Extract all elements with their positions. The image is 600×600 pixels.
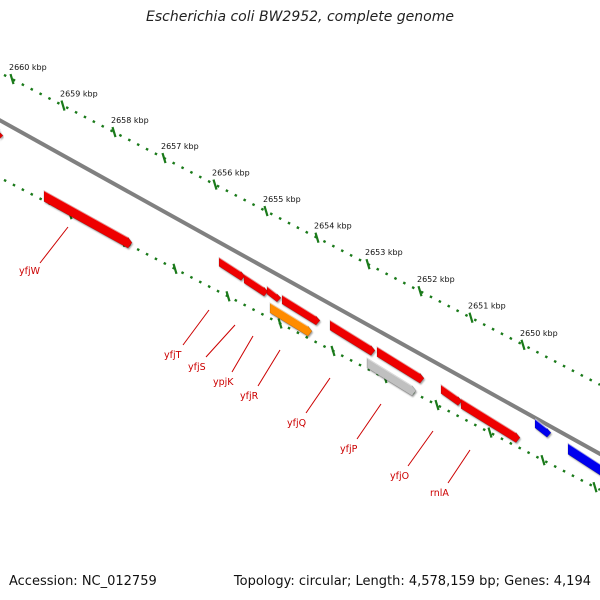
tick-label: 2660 kbp <box>9 63 47 72</box>
gene-label-ypjK: ypjK <box>213 377 234 388</box>
gene-yfjP-feature-highlight <box>366 357 413 387</box>
major-tick <box>314 232 320 243</box>
gene-yfjS-feature-highlight <box>243 273 265 288</box>
major-tick <box>520 339 526 351</box>
gene-edge-feature <box>0 128 4 139</box>
gene-label-yfjT: yfjT <box>164 350 182 361</box>
gene-blue-large-feature-highlight <box>567 442 600 465</box>
major-tick <box>468 312 474 324</box>
gene-label-rnlA: rnlA <box>430 488 449 499</box>
gene-blue-large-feature <box>567 442 600 476</box>
gene-label-yfjO: yfjO <box>390 471 409 482</box>
gene-labels: yfjW yfjT yfjS ypjK yfjR yfjQ yfjP yfjO rnlA <box>19 226 471 499</box>
gene-label-yfjR: yfjR <box>240 391 259 402</box>
tick-label: 2653 kbp <box>365 248 403 257</box>
major-tick <box>9 73 15 85</box>
inner-major-tick <box>330 345 336 357</box>
gene-label-yfjS: yfjS <box>188 362 206 373</box>
label-connector-yfjR <box>257 349 281 387</box>
map-title: Escherichia coli BW2952, complete genome <box>146 9 454 25</box>
major-tick <box>263 205 269 217</box>
gene-yfjO-feature-highlight <box>440 383 459 398</box>
major-tick <box>365 258 371 270</box>
gene-blue-small-feature-highlight <box>534 418 548 429</box>
gene-yfjR-feature-highlight <box>269 302 309 327</box>
gene-rnlA-feature-highlight <box>460 397 517 434</box>
gene-label-yfjQ: yfjQ <box>287 418 306 429</box>
major-tick <box>212 179 218 190</box>
major-tick <box>111 126 117 138</box>
major-tick <box>417 285 423 297</box>
inner-major-tick <box>487 427 493 438</box>
tick-label: 2657 kbp <box>161 142 199 151</box>
outer-tick-track: 2660 kbp 2659 kbp 2658 kbp 2657 kbp 2656 kbp… <box>3 63 600 386</box>
gene-label-yfjW: yfjW <box>19 266 41 277</box>
gene-yfjR-upper-feature-highlight <box>281 294 317 317</box>
tick-label: 2656 kbp <box>212 169 250 178</box>
tick-label: 2655 kbp <box>263 195 301 204</box>
genome-summary-text: Topology: circular; Length: 4,578,159 bp… <box>233 574 591 589</box>
tick-label: 2652 kbp <box>417 275 455 284</box>
backbone-line <box>0 118 600 457</box>
gene-yfjT-feature <box>218 256 246 281</box>
gene-yfjS-feature <box>243 273 269 297</box>
label-connector-yfjT <box>182 309 210 346</box>
tick-label: 2650 kbp <box>520 329 558 338</box>
label-connector-rnlA <box>447 449 471 484</box>
tick-label: 2658 kbp <box>111 116 149 125</box>
inner-major-tick <box>592 481 598 493</box>
gene-features <box>0 128 600 476</box>
outer-tick-line <box>3 73 600 386</box>
inner-major-tick <box>277 318 283 329</box>
tick-label: 2654 kbp <box>314 222 352 231</box>
gene-yfjT-feature-highlight <box>218 256 242 273</box>
gene-ypjK-feature-highlight <box>266 285 278 295</box>
gene-yfjQ2-feature-highlight <box>376 345 421 374</box>
inner-major-tick <box>225 291 231 302</box>
label-connector-yfjO <box>407 430 434 467</box>
accession-text: Accession: NC_012759 <box>9 574 157 589</box>
label-connector-yfjP <box>356 403 382 440</box>
tick-label: 2659 kbp <box>60 90 98 99</box>
inner-major-tick <box>172 263 178 275</box>
major-tick <box>60 100 66 111</box>
genome-backbone <box>0 118 600 457</box>
tick-label: 2651 kbp <box>468 302 506 311</box>
label-connector-yfjW <box>39 226 69 264</box>
gene-yfjW-feature-highlight <box>43 189 129 238</box>
label-connector-yfjQ <box>305 377 331 414</box>
gene-yfjO-feature <box>440 383 463 406</box>
gene-yfjQ-feature-highlight <box>329 319 372 347</box>
inner-major-tick <box>434 399 440 411</box>
gene-yfjW-feature <box>43 189 133 249</box>
label-connector-yfjS <box>205 324 236 358</box>
gene-label-yfjP: yfjP <box>340 444 358 455</box>
inner-major-tick <box>540 454 546 466</box>
major-tick <box>161 152 167 164</box>
label-connector-ypjK <box>231 335 254 373</box>
